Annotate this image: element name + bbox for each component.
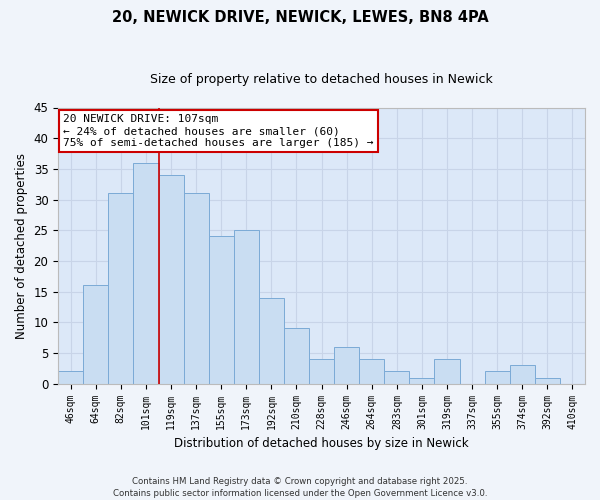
Bar bbox=[58, 372, 83, 384]
Bar bbox=[359, 359, 384, 384]
Text: 20 NEWICK DRIVE: 107sqm
← 24% of detached houses are smaller (60)
75% of semi-de: 20 NEWICK DRIVE: 107sqm ← 24% of detache… bbox=[64, 114, 374, 148]
Bar bbox=[284, 328, 309, 384]
Bar bbox=[309, 359, 334, 384]
Bar bbox=[510, 366, 535, 384]
Text: Contains HM Land Registry data © Crown copyright and database right 2025.
Contai: Contains HM Land Registry data © Crown c… bbox=[113, 476, 487, 498]
X-axis label: Distribution of detached houses by size in Newick: Distribution of detached houses by size … bbox=[174, 437, 469, 450]
Y-axis label: Number of detached properties: Number of detached properties bbox=[15, 152, 28, 338]
Bar bbox=[485, 372, 510, 384]
Bar bbox=[384, 372, 409, 384]
Bar bbox=[83, 286, 109, 384]
Bar bbox=[133, 162, 158, 384]
Bar bbox=[334, 347, 359, 384]
Bar bbox=[434, 359, 460, 384]
Bar bbox=[109, 194, 133, 384]
Bar bbox=[184, 194, 209, 384]
Bar bbox=[535, 378, 560, 384]
Bar bbox=[158, 175, 184, 384]
Bar bbox=[234, 230, 259, 384]
Title: Size of property relative to detached houses in Newick: Size of property relative to detached ho… bbox=[150, 72, 493, 86]
Bar bbox=[209, 236, 234, 384]
Text: 20, NEWICK DRIVE, NEWICK, LEWES, BN8 4PA: 20, NEWICK DRIVE, NEWICK, LEWES, BN8 4PA bbox=[112, 10, 488, 25]
Bar bbox=[259, 298, 284, 384]
Bar bbox=[409, 378, 434, 384]
